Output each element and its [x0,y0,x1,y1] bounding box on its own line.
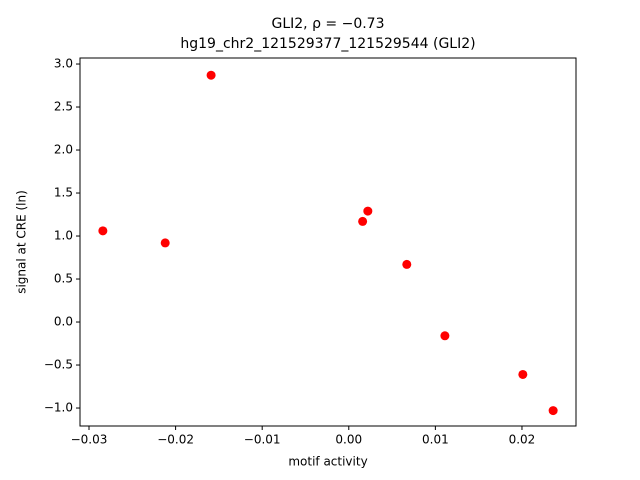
x-tick-label: −0.01 [244,433,281,447]
y-tick-label: 1.0 [54,229,73,243]
scatter-point [206,70,216,80]
scatter-point [440,331,450,341]
scatter-point [518,369,528,379]
scatter-point [160,238,170,248]
x-tick-label: 0.02 [509,433,536,447]
scatter-point [402,259,412,269]
x-tick-label: −0.03 [71,433,108,447]
y-tick-label: −1.0 [44,401,73,415]
scatter-point [98,226,108,236]
x-tick-label: 0.01 [422,433,449,447]
y-tick-label: 1.5 [54,186,73,200]
scatter-point [548,406,558,416]
chart-subtitle: hg19_chr2_121529377_121529544 (GLI2) [180,36,475,52]
plot-frame [79,57,577,427]
y-tick-label: 3.0 [54,57,73,71]
x-axis-label: motif activity [288,455,367,469]
y-axis-label: signal at CRE (ln) [15,190,29,294]
scatter-point [358,216,368,226]
y-tick-label: 0.5 [54,272,73,286]
chart-title: GLI2, ρ = −0.73 [271,16,384,32]
y-tick-label: 2.5 [54,100,73,114]
scatter-point [363,206,373,216]
y-tick-label: 0.0 [54,315,73,329]
y-tick-label: −0.5 [44,358,73,372]
x-tick-label: −0.02 [157,433,194,447]
y-tick-label: 2.0 [54,143,73,157]
x-tick-label: 0.00 [335,433,362,447]
